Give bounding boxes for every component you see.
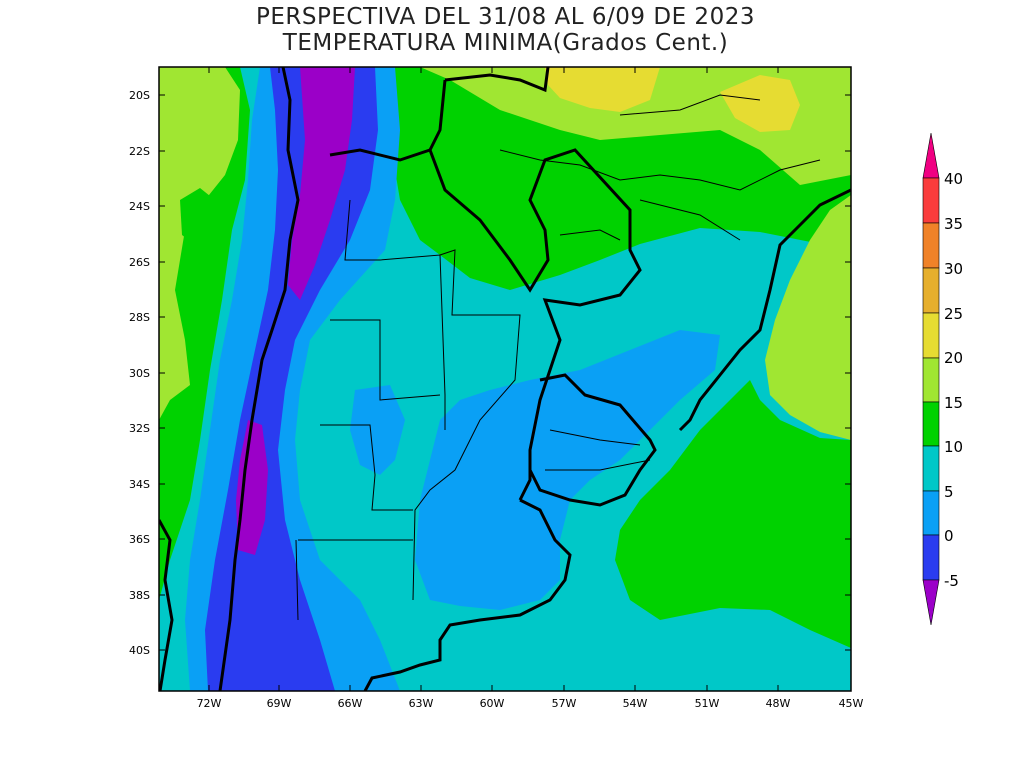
lon-tick-label: 45W: [839, 697, 864, 710]
colorbar-label: 5: [944, 483, 954, 501]
field-20-25-b: [720, 75, 800, 132]
field-15-20-east: [765, 195, 851, 440]
lon-tick-label: 51W: [695, 697, 720, 710]
lon-axis: 72W 69W 66W 63W 60W 57W 54W 51W 48W 45W: [197, 67, 864, 710]
colorbar-20-25: [922, 312, 940, 359]
field-below--5-north: [288, 67, 355, 300]
lat-tick-label: 30S: [129, 367, 150, 380]
lon-tick-label: 66W: [338, 697, 363, 710]
field-10-15-ocean: [615, 380, 851, 648]
map-title: PERSPECTIVA DEL 31/08 AL 6/09 DE 2023: [256, 4, 755, 30]
lat-tick-label: 38S: [129, 589, 150, 602]
colorbar-label: 0: [944, 527, 954, 545]
colorbar-label: 30: [944, 260, 963, 278]
colorbar--5-0: [922, 534, 940, 581]
field-below--5-south: [236, 420, 268, 555]
lon-tick-label: 69W: [267, 697, 292, 710]
field-10-15-island: [180, 188, 215, 245]
country-borders: [159, 67, 851, 691]
lat-tick-label: 28S: [129, 311, 150, 324]
lat-tick-label: 26S: [129, 256, 150, 269]
colorbar-label: 10: [944, 438, 963, 456]
colorbar-below--5: [922, 579, 940, 626]
lat-tick-label: 40S: [129, 644, 150, 657]
colorbar-label: 40: [944, 170, 963, 188]
colorbar-25-30: [922, 267, 940, 314]
colorbar-label: -5: [944, 572, 959, 590]
colorbar-label: 20: [944, 349, 963, 367]
lat-tick-label: 32S: [129, 422, 150, 435]
lat-tick-label: 24S: [129, 200, 150, 213]
colorbar-label: 15: [944, 394, 963, 412]
field-15-20-west: [159, 67, 240, 420]
colorbar-5-10: [922, 445, 940, 492]
map-frame: [158, 66, 852, 692]
lon-tick-label: 72W: [197, 697, 222, 710]
colorbar-15-20: [922, 357, 940, 403]
map-plot-area: [159, 67, 851, 691]
lon-tick-label: 63W: [409, 697, 434, 710]
province-borders: [295, 94, 821, 621]
colorbar-above-40: [922, 132, 940, 179]
lat-tick-label: 22S: [129, 145, 150, 158]
lon-tick-label: 57W: [552, 697, 577, 710]
lat-tick-label: 36S: [129, 533, 150, 546]
map-subtitle: TEMPERATURA MINIMA(Grados Cent.): [282, 30, 729, 56]
colorbar-10-15: [922, 401, 940, 447]
lon-tick-label: 60W: [480, 697, 505, 710]
lat-axis: 20S 22S 24S 26S 28S 30S 32S 34S 36S 38S …: [129, 89, 851, 657]
field-0-5-central: [350, 385, 405, 475]
field-20-25-a: [545, 67, 660, 112]
lon-tick-label: 48W: [766, 697, 791, 710]
colorbar-35-40: [922, 177, 940, 224]
colorbar-0-5: [922, 490, 940, 536]
colorbar: 40 35 30 25 20 15 10 5 0 -5: [922, 132, 963, 626]
lon-tick-label: 54W: [623, 697, 648, 710]
colorbar-label: 35: [944, 215, 963, 233]
colorbar-30-35: [922, 222, 940, 269]
lat-tick-label: 20S: [129, 89, 150, 102]
lat-tick-label: 34S: [129, 478, 150, 491]
colorbar-label: 25: [944, 305, 963, 323]
